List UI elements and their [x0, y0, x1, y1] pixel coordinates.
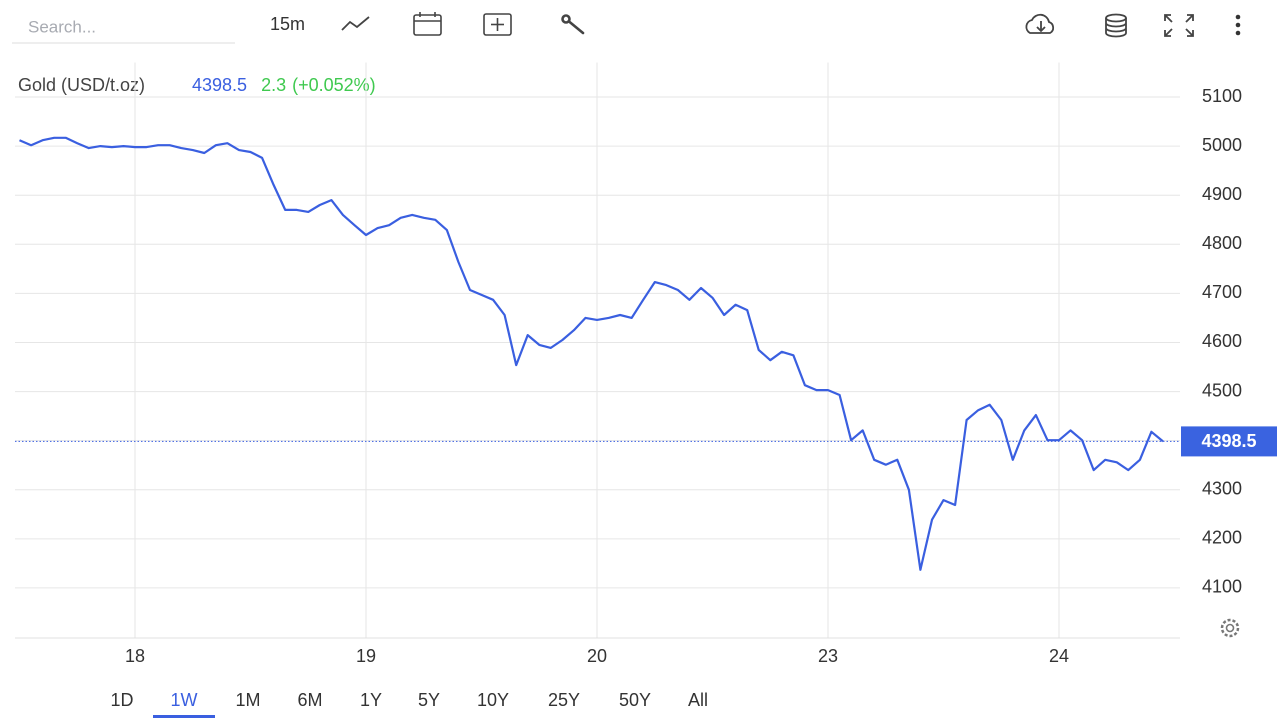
download-icon[interactable]	[1025, 13, 1055, 34]
y-tick-label: 5100	[1202, 86, 1242, 106]
price-change: 2.3	[261, 75, 286, 95]
range-button[interactable]: 50Y	[619, 690, 651, 710]
settings-icon[interactable]	[1220, 618, 1240, 638]
x-tick-label: 19	[356, 646, 376, 666]
range-button[interactable]: 6M	[297, 690, 322, 710]
more-menu-icon[interactable]	[1235, 14, 1241, 36]
y-tick-label: 4600	[1202, 331, 1242, 351]
range-button[interactable]: All	[688, 690, 708, 710]
y-tick-label: 4700	[1202, 282, 1242, 302]
x-tick-label: 18	[125, 646, 145, 666]
range-button[interactable]: 25Y	[548, 690, 580, 710]
x-tick-label: 24	[1049, 646, 1069, 666]
last-price-box	[1181, 426, 1277, 457]
range-button[interactable]: 1Y	[360, 690, 382, 710]
range-button[interactable]: 5Y	[418, 690, 440, 710]
chart-type-icon[interactable]	[341, 16, 370, 31]
add-indicator-icon[interactable]	[483, 13, 512, 36]
price-change-percent: (+0.052%)	[292, 75, 376, 95]
calendar-icon[interactable]	[413, 12, 442, 36]
y-tick-label: 4200	[1202, 528, 1242, 548]
x-tick-label: 20	[587, 646, 607, 666]
tools-icon[interactable]	[561, 14, 585, 35]
search-input[interactable]: Search...	[28, 17, 96, 36]
range-button[interactable]: 1D	[110, 690, 133, 710]
range-button[interactable]: 1M	[235, 690, 260, 710]
y-tick-label: 4300	[1202, 479, 1242, 499]
x-tick-label: 23	[818, 646, 838, 666]
instrument-name: Gold (USD/t.oz)	[18, 75, 145, 95]
range-button[interactable]: 10Y	[477, 690, 509, 710]
last-price-label: 4398.5	[1201, 431, 1256, 451]
active-range-underline	[153, 715, 215, 718]
y-tick-label: 4800	[1202, 233, 1242, 253]
y-tick-label: 5000	[1202, 135, 1242, 155]
y-tick-label: 4500	[1202, 380, 1242, 400]
grid	[15, 62, 1180, 638]
price-line	[19, 136, 1164, 571]
fullscreen-icon[interactable]	[1164, 14, 1194, 37]
y-tick-label: 4100	[1202, 577, 1242, 597]
interval-button[interactable]: 15m	[270, 14, 305, 34]
last-price: 4398.5	[192, 75, 247, 95]
range-button[interactable]: 1W	[171, 690, 198, 710]
y-tick-label: 4900	[1202, 184, 1242, 204]
database-icon[interactable]	[1105, 13, 1127, 38]
